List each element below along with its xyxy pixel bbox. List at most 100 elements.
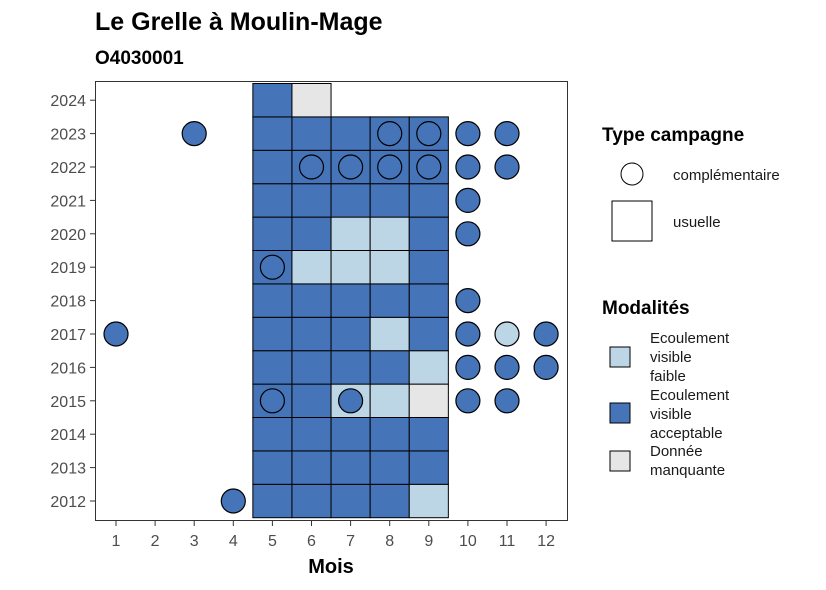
y-tick-label: 2012 bbox=[50, 494, 86, 511]
chart-title: Le Grelle à Moulin-Mage bbox=[95, 8, 383, 36]
tile-usuelle bbox=[369, 283, 410, 318]
plot-border bbox=[95, 81, 568, 521]
chart-subtitle: O4030001 bbox=[95, 48, 184, 69]
tile-usuelle bbox=[408, 250, 449, 285]
tile-usuelle bbox=[369, 216, 410, 252]
point-complementaire bbox=[338, 388, 364, 414]
point-complementaire bbox=[377, 121, 403, 147]
legend-circle-symbol bbox=[620, 162, 644, 186]
point-complementaire bbox=[259, 254, 285, 280]
tile-usuelle bbox=[408, 283, 449, 318]
tile-usuelle bbox=[330, 316, 371, 352]
tile-usuelle bbox=[252, 283, 293, 318]
tile-usuelle bbox=[252, 216, 293, 252]
tile-usuelle bbox=[291, 83, 332, 118]
point-complementaire bbox=[533, 354, 559, 380]
point-complementaire bbox=[455, 121, 481, 147]
tile-usuelle bbox=[291, 316, 332, 352]
y-tick-label: 2017 bbox=[50, 327, 86, 344]
tile-usuelle bbox=[330, 183, 371, 218]
x-tick-label: 7 bbox=[346, 533, 355, 550]
tile-usuelle bbox=[408, 417, 449, 452]
legend-modalite-label: visible bbox=[650, 349, 692, 366]
tile-usuelle bbox=[369, 250, 410, 285]
tile-usuelle bbox=[369, 350, 410, 385]
tile-usuelle bbox=[330, 483, 371, 519]
usuelle-tiles bbox=[252, 83, 449, 519]
point-complementaire bbox=[416, 121, 442, 147]
point-complementaire bbox=[494, 321, 520, 347]
tile-usuelle bbox=[330, 417, 371, 452]
x-tick-label: 4 bbox=[229, 533, 238, 550]
tile-usuelle bbox=[252, 450, 293, 485]
point-complementaire bbox=[181, 121, 207, 147]
legend-modalites: Modalités Ecoulement visible faible Ecoulem… bbox=[602, 298, 730, 479]
legend-type-usuelle: usuelle bbox=[673, 214, 721, 231]
y-tick-label: 2019 bbox=[50, 260, 86, 277]
tile-usuelle bbox=[291, 350, 332, 385]
tile-usuelle bbox=[408, 483, 449, 519]
y-tick-label: 2013 bbox=[50, 461, 86, 478]
tile-usuelle bbox=[252, 350, 293, 385]
point-complementaire bbox=[416, 154, 442, 180]
legend-modalite-label: visible bbox=[650, 406, 692, 423]
y-tick-label: 2023 bbox=[50, 127, 86, 144]
point-complementaire bbox=[494, 354, 520, 380]
y-axis: 2012 2013 2014 2015 2016 2017 2018 2019 2020 2021… bbox=[50, 93, 95, 511]
tile-usuelle bbox=[369, 383, 410, 419]
x-tick-label: 11 bbox=[499, 533, 516, 550]
tile-usuelle bbox=[369, 450, 410, 485]
legend-modalite-label: Ecoulement bbox=[650, 330, 730, 347]
y-tick-label: 2020 bbox=[50, 227, 86, 244]
tile-usuelle bbox=[291, 116, 332, 151]
tile-usuelle bbox=[291, 183, 332, 218]
tile-usuelle bbox=[408, 316, 449, 352]
legend-modalite-label: manquante bbox=[650, 462, 725, 479]
x-tick-label: 10 bbox=[459, 533, 477, 550]
point-complementaire bbox=[377, 154, 403, 180]
x-axis-title: Mois bbox=[308, 556, 354, 578]
x-tick-label: 3 bbox=[190, 533, 199, 550]
tile-usuelle bbox=[330, 116, 371, 151]
tile-usuelle bbox=[291, 283, 332, 318]
x-tick-label: 9 bbox=[424, 533, 433, 550]
y-tick-label: 2016 bbox=[50, 360, 86, 377]
tile-usuelle bbox=[252, 417, 293, 452]
point-complementaire bbox=[455, 154, 481, 180]
x-tick-label: 6 bbox=[307, 533, 316, 550]
legend-modalite-key bbox=[609, 346, 631, 368]
tile-usuelle bbox=[408, 383, 449, 419]
complementaire-points bbox=[103, 121, 559, 514]
point-complementaire bbox=[455, 388, 481, 414]
tile-usuelle bbox=[291, 483, 332, 519]
tile-usuelle bbox=[252, 149, 293, 185]
tile-usuelle bbox=[369, 316, 410, 352]
y-tick-label: 2014 bbox=[50, 427, 86, 444]
tile-usuelle bbox=[291, 383, 332, 419]
legend-modalite-key bbox=[609, 402, 631, 424]
legend-type-title: Type campagne bbox=[602, 125, 744, 146]
point-complementaire bbox=[103, 321, 129, 347]
legend-type-complementaire: complémentaire bbox=[673, 167, 780, 184]
x-axis: 1 2 3 4 5 6 7 8 9 10 11 12 bbox=[112, 521, 555, 550]
tile-usuelle bbox=[291, 250, 332, 285]
legend-modalite-label: faible bbox=[650, 368, 686, 385]
point-complementaire bbox=[298, 154, 325, 180]
tile-usuelle bbox=[369, 183, 410, 218]
tile-usuelle bbox=[330, 450, 371, 485]
point-complementaire bbox=[494, 154, 520, 180]
x-tick-label: 12 bbox=[537, 533, 555, 550]
tile-usuelle bbox=[252, 116, 293, 151]
point-complementaire bbox=[455, 321, 481, 347]
y-tick-label: 2015 bbox=[50, 394, 86, 411]
x-tick-label: 8 bbox=[385, 533, 394, 550]
y-tick-label: 2024 bbox=[50, 93, 86, 110]
point-complementaire bbox=[494, 121, 520, 147]
x-tick-label: 5 bbox=[268, 533, 277, 550]
legend-square-symbol bbox=[611, 200, 653, 242]
tile-usuelle bbox=[408, 216, 449, 252]
tile-usuelle bbox=[252, 183, 293, 218]
legend-type-campagne: Type campagne complémentaire usuelle bbox=[602, 125, 780, 242]
y-tick-label: 2022 bbox=[50, 160, 86, 177]
point-complementaire bbox=[338, 154, 364, 180]
